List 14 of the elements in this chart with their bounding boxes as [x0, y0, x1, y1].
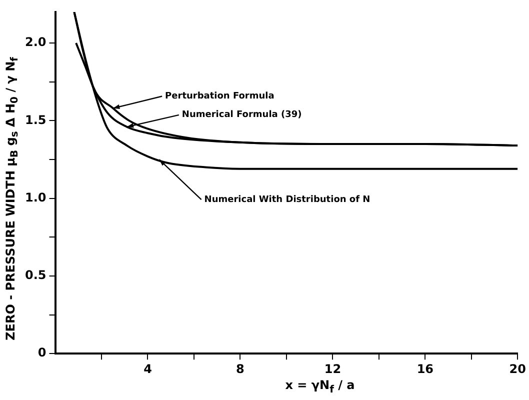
- annotation: Numerical Formula (39): [182, 110, 302, 120]
- x-tick-label: 8: [236, 362, 244, 376]
- y-tick-label: 0.5: [24, 268, 46, 282]
- y-tick-label: 1.0: [24, 190, 46, 204]
- x-tick-label: 4: [144, 362, 152, 376]
- x-tick-label: 16: [416, 362, 434, 376]
- x-tick-label: 12: [324, 362, 342, 376]
- y-tick-label: 0: [38, 346, 46, 360]
- x-tick-label: 20: [509, 362, 526, 376]
- y-tick-label: 1.5: [24, 112, 46, 127]
- x-axis-title: x = γN$_{f}$ / a: [284, 378, 356, 396]
- y-tick-label: 2.0: [24, 35, 46, 50]
- annotation: Perturbation Formula: [165, 92, 274, 102]
- annotation: Numerical With Distribution of N: [204, 194, 370, 205]
